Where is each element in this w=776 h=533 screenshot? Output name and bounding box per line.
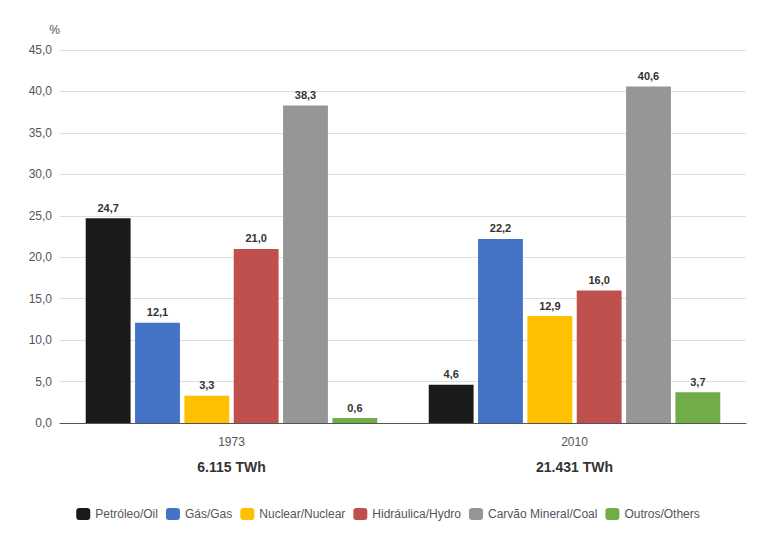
svg-text:20,0: 20,0 bbox=[29, 250, 53, 264]
svg-text:Petróleo/Oil: Petróleo/Oil bbox=[95, 507, 158, 521]
svg-text:Nuclear/Nuclear: Nuclear/Nuclear bbox=[259, 507, 345, 521]
svg-text:Outros/Others: Outros/Others bbox=[624, 507, 699, 521]
svg-text:0,0: 0,0 bbox=[35, 416, 52, 430]
svg-text:45,0: 45,0 bbox=[29, 43, 53, 57]
svg-text:35,0: 35,0 bbox=[29, 126, 53, 140]
svg-text:%: % bbox=[49, 23, 60, 37]
svg-text:2010: 2010 bbox=[561, 435, 588, 449]
svg-text:15,0: 15,0 bbox=[29, 292, 53, 306]
svg-text:6.115 TWh: 6.115 TWh bbox=[197, 459, 265, 475]
svg-text:40,6: 40,6 bbox=[638, 70, 659, 82]
svg-text:Gás/Gas: Gás/Gas bbox=[185, 507, 232, 521]
svg-text:12,9: 12,9 bbox=[539, 300, 560, 312]
svg-text:1973: 1973 bbox=[218, 435, 245, 449]
svg-text:21,0: 21,0 bbox=[245, 232, 266, 244]
svg-text:12,1: 12,1 bbox=[147, 306, 168, 318]
svg-text:0,6: 0,6 bbox=[347, 402, 362, 414]
svg-text:Carvão Mineral/Coal: Carvão Mineral/Coal bbox=[488, 507, 597, 521]
svg-text:4,6: 4,6 bbox=[444, 368, 459, 380]
svg-text:25,0: 25,0 bbox=[29, 209, 53, 223]
svg-text:40,0: 40,0 bbox=[29, 84, 53, 98]
svg-text:5,0: 5,0 bbox=[35, 375, 52, 389]
svg-text:30,0: 30,0 bbox=[29, 167, 53, 181]
svg-text:24,7: 24,7 bbox=[97, 202, 118, 214]
svg-text:3,7: 3,7 bbox=[690, 376, 705, 388]
svg-text:21.431 TWh: 21.431 TWh bbox=[536, 459, 613, 475]
svg-text:16,0: 16,0 bbox=[588, 274, 609, 286]
svg-text:10,0: 10,0 bbox=[29, 333, 53, 347]
svg-text:22,2: 22,2 bbox=[490, 222, 511, 234]
svg-text:3,3: 3,3 bbox=[199, 379, 214, 391]
svg-text:Hidráulica/Hydro: Hidráulica/Hydro bbox=[372, 507, 461, 521]
svg-text:38,3: 38,3 bbox=[295, 89, 316, 101]
